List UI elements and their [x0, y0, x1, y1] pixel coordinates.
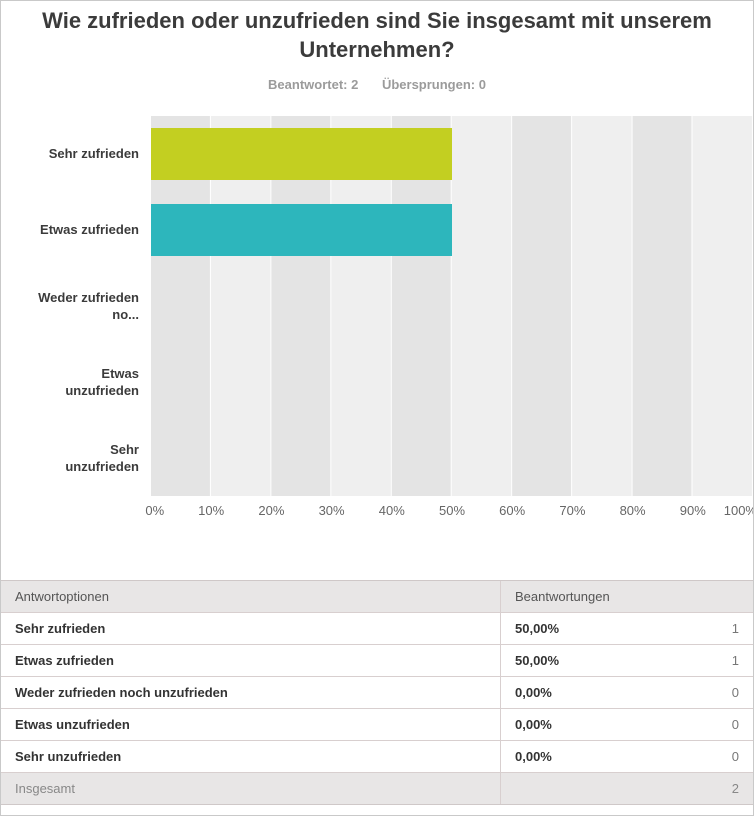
bar-row — [151, 420, 753, 496]
category-label: Sehr unzufrieden — [65, 441, 139, 475]
row-option: Sehr zufrieden — [1, 613, 501, 645]
header-beantwortungen: Beantwortungen — [515, 589, 610, 605]
table-row: Sehr zufrieden 50,00% 1 — [1, 613, 753, 646]
row-option: Etwas unzufrieden — [1, 709, 501, 741]
footer-total: 2 — [731, 781, 739, 797]
results-table: Antwortoptionen Beantwortungen Sehr zufr… — [1, 580, 753, 806]
x-tick: 40% — [378, 503, 405, 519]
skipped-count: Übersprungen: 0 — [381, 77, 486, 93]
table-row: Weder zufrieden noch unzufrieden 0,00% 0 — [1, 677, 753, 710]
bar-row — [151, 192, 753, 268]
row-percent: 0,00% — [515, 717, 552, 733]
row-percent: 50,00% — [515, 621, 560, 637]
category-label: Etwas unzufrieden — [65, 365, 139, 399]
bar-row — [151, 116, 753, 192]
x-tick: 30% — [318, 503, 345, 519]
table-row: Etwas zufrieden 50,00% 1 — [1, 645, 753, 678]
header-antwortoptionen: Antwortoptionen — [1, 581, 501, 613]
bar-etwas-zufrieden — [151, 204, 452, 257]
x-tick: 0% — [145, 503, 165, 519]
table-header-row: Antwortoptionen Beantwortungen — [1, 581, 753, 614]
category-label: Weder zufrieden no... — [38, 289, 139, 323]
x-tick: 50% — [438, 503, 466, 519]
bar-chart: Sehr zufrieden Etwas zufrieden Weder zuf… — [1, 116, 753, 497]
x-tick: 70% — [559, 503, 586, 519]
row-count: 0 — [731, 717, 739, 733]
category-axis: Sehr zufrieden Etwas zufrieden Weder zuf… — [1, 116, 151, 496]
x-tick: 80% — [619, 503, 646, 519]
x-tick: 20% — [258, 503, 285, 519]
table-row: Etwas unzufrieden 0,00% 0 — [1, 709, 753, 742]
row-count: 1 — [731, 621, 739, 637]
bar-row — [151, 268, 753, 344]
table-footer-row: Insgesamt 2 — [1, 773, 753, 806]
bar-row — [151, 344, 753, 420]
x-tick: 60% — [499, 503, 526, 519]
row-percent: 0,00% — [515, 749, 552, 765]
x-tick: 10% — [198, 503, 225, 519]
row-percent: 50,00% — [515, 653, 560, 669]
x-tick: 100% — [723, 503, 754, 519]
bar-sehr-zufrieden — [151, 128, 452, 181]
row-option: Weder zufrieden noch unzufrieden — [1, 677, 501, 709]
row-count: 0 — [731, 749, 739, 765]
question-title: Wie zufrieden oder unzufrieden sind Sie … — [42, 8, 712, 62]
footer-label: Insgesamt — [1, 773, 501, 805]
category-label: Sehr zufrieden — [48, 146, 139, 162]
row-percent: 0,00% — [515, 685, 552, 701]
row-option: Sehr unzufrieden — [1, 741, 501, 773]
x-tick: 90% — [679, 503, 706, 519]
table-row: Sehr unzufrieden 0,00% 0 — [1, 741, 753, 774]
response-stats: Beantwortet: 2 Übersprungen: 0 — [1, 77, 753, 92]
plot-area — [151, 116, 753, 497]
row-count: 1 — [731, 653, 739, 669]
category-label: Etwas zufrieden — [40, 222, 139, 238]
row-option: Etwas zufrieden — [1, 645, 501, 677]
x-axis: 0% 10% 20% 30% 40% 50% 60% 70% 80% 90% 1… — [145, 496, 754, 524]
row-count: 0 — [731, 685, 739, 701]
answered-count: Beantwortet: 2 — [268, 77, 359, 93]
